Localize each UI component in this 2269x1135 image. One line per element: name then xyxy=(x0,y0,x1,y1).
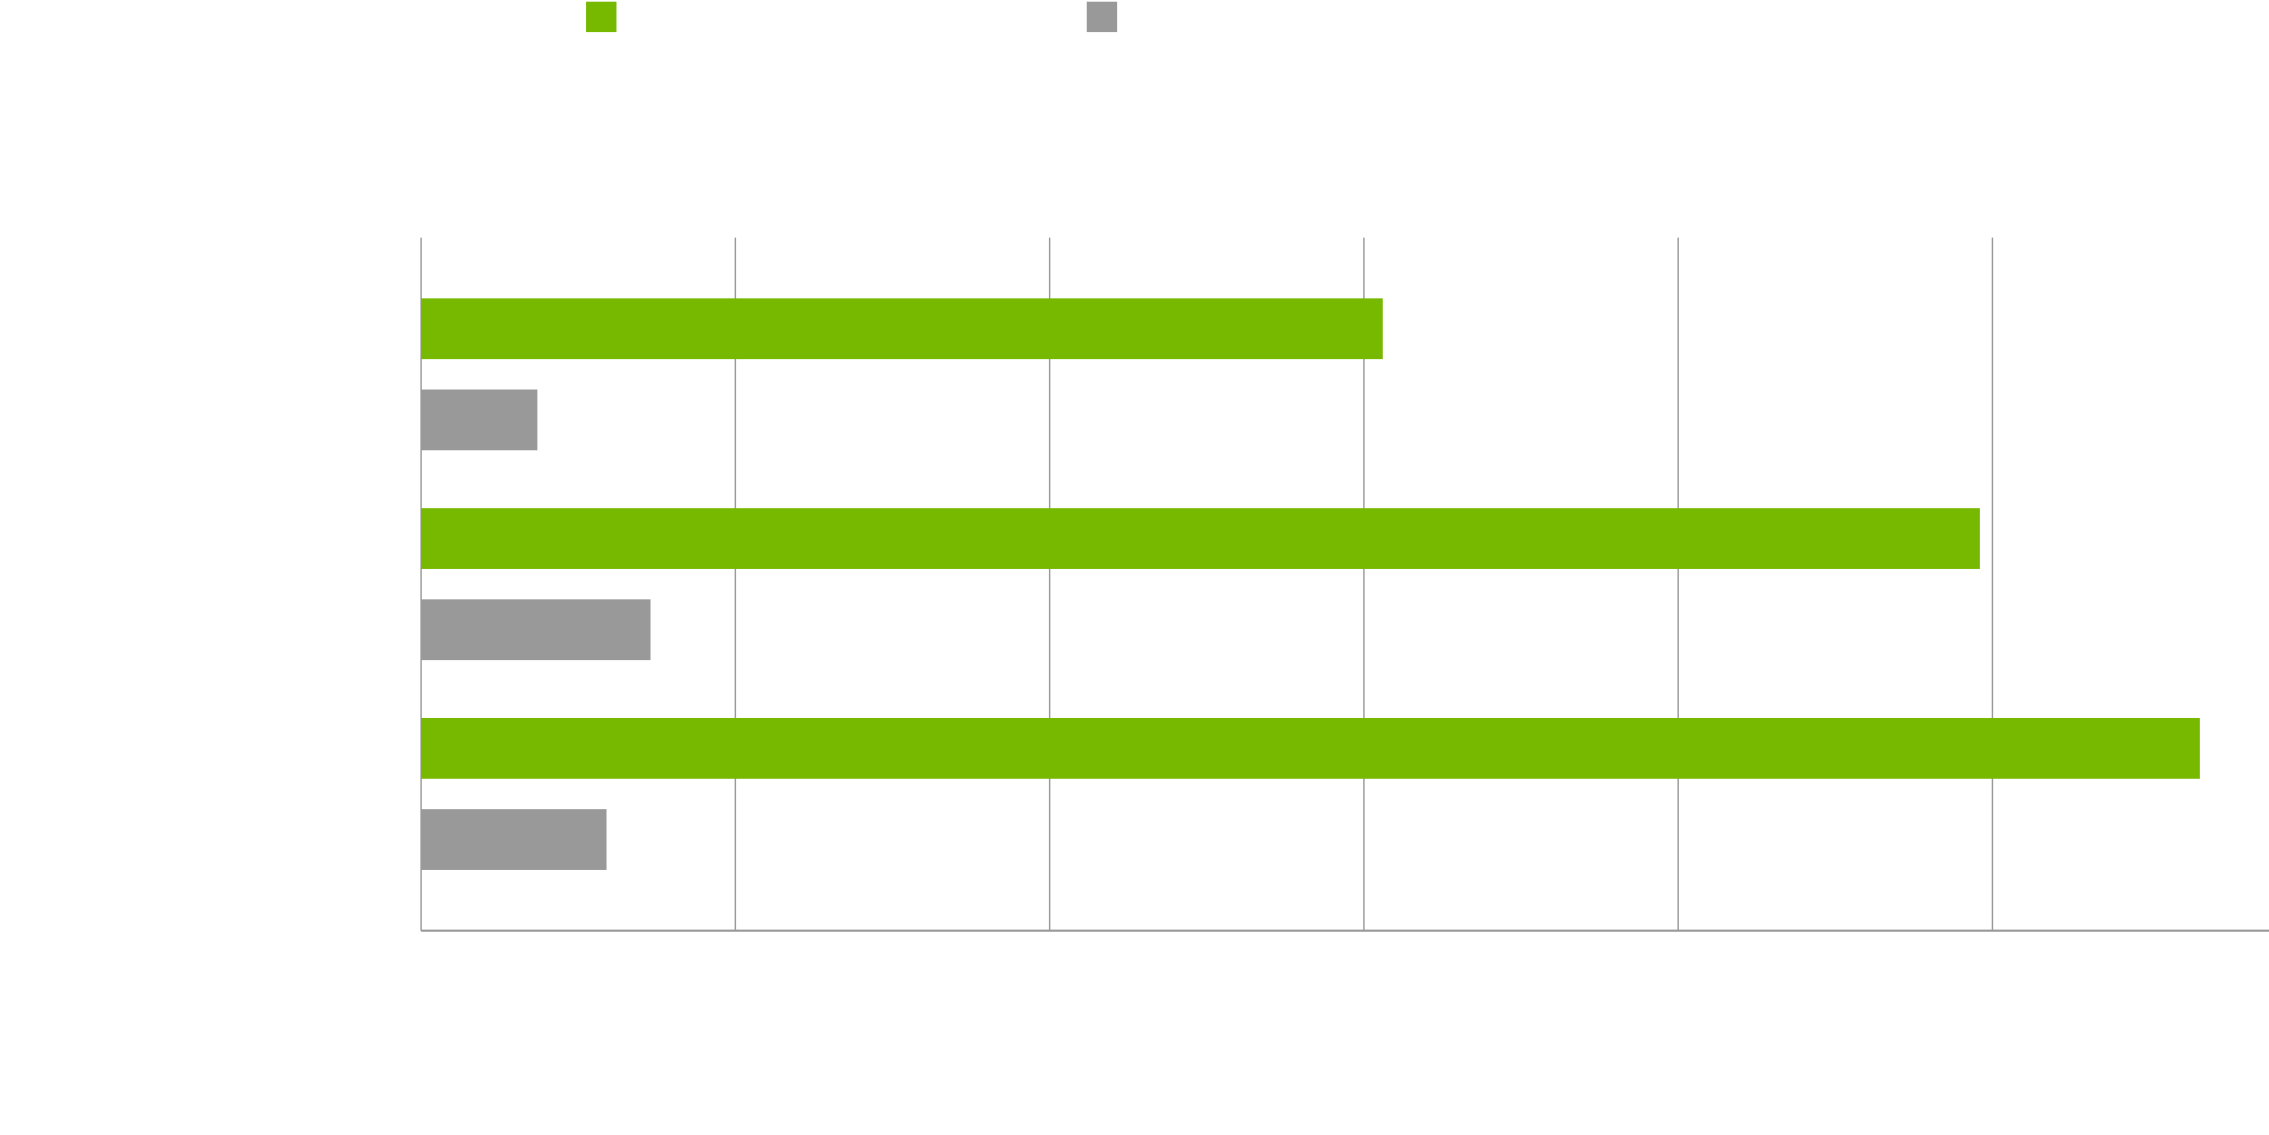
bar xyxy=(421,717,2200,779)
legend-swatch xyxy=(1086,1,1118,33)
legend-swatch xyxy=(586,1,617,33)
bar xyxy=(421,809,607,870)
bar xyxy=(421,389,538,451)
bar xyxy=(421,508,1980,569)
bar xyxy=(421,599,651,661)
bar xyxy=(421,298,1383,360)
